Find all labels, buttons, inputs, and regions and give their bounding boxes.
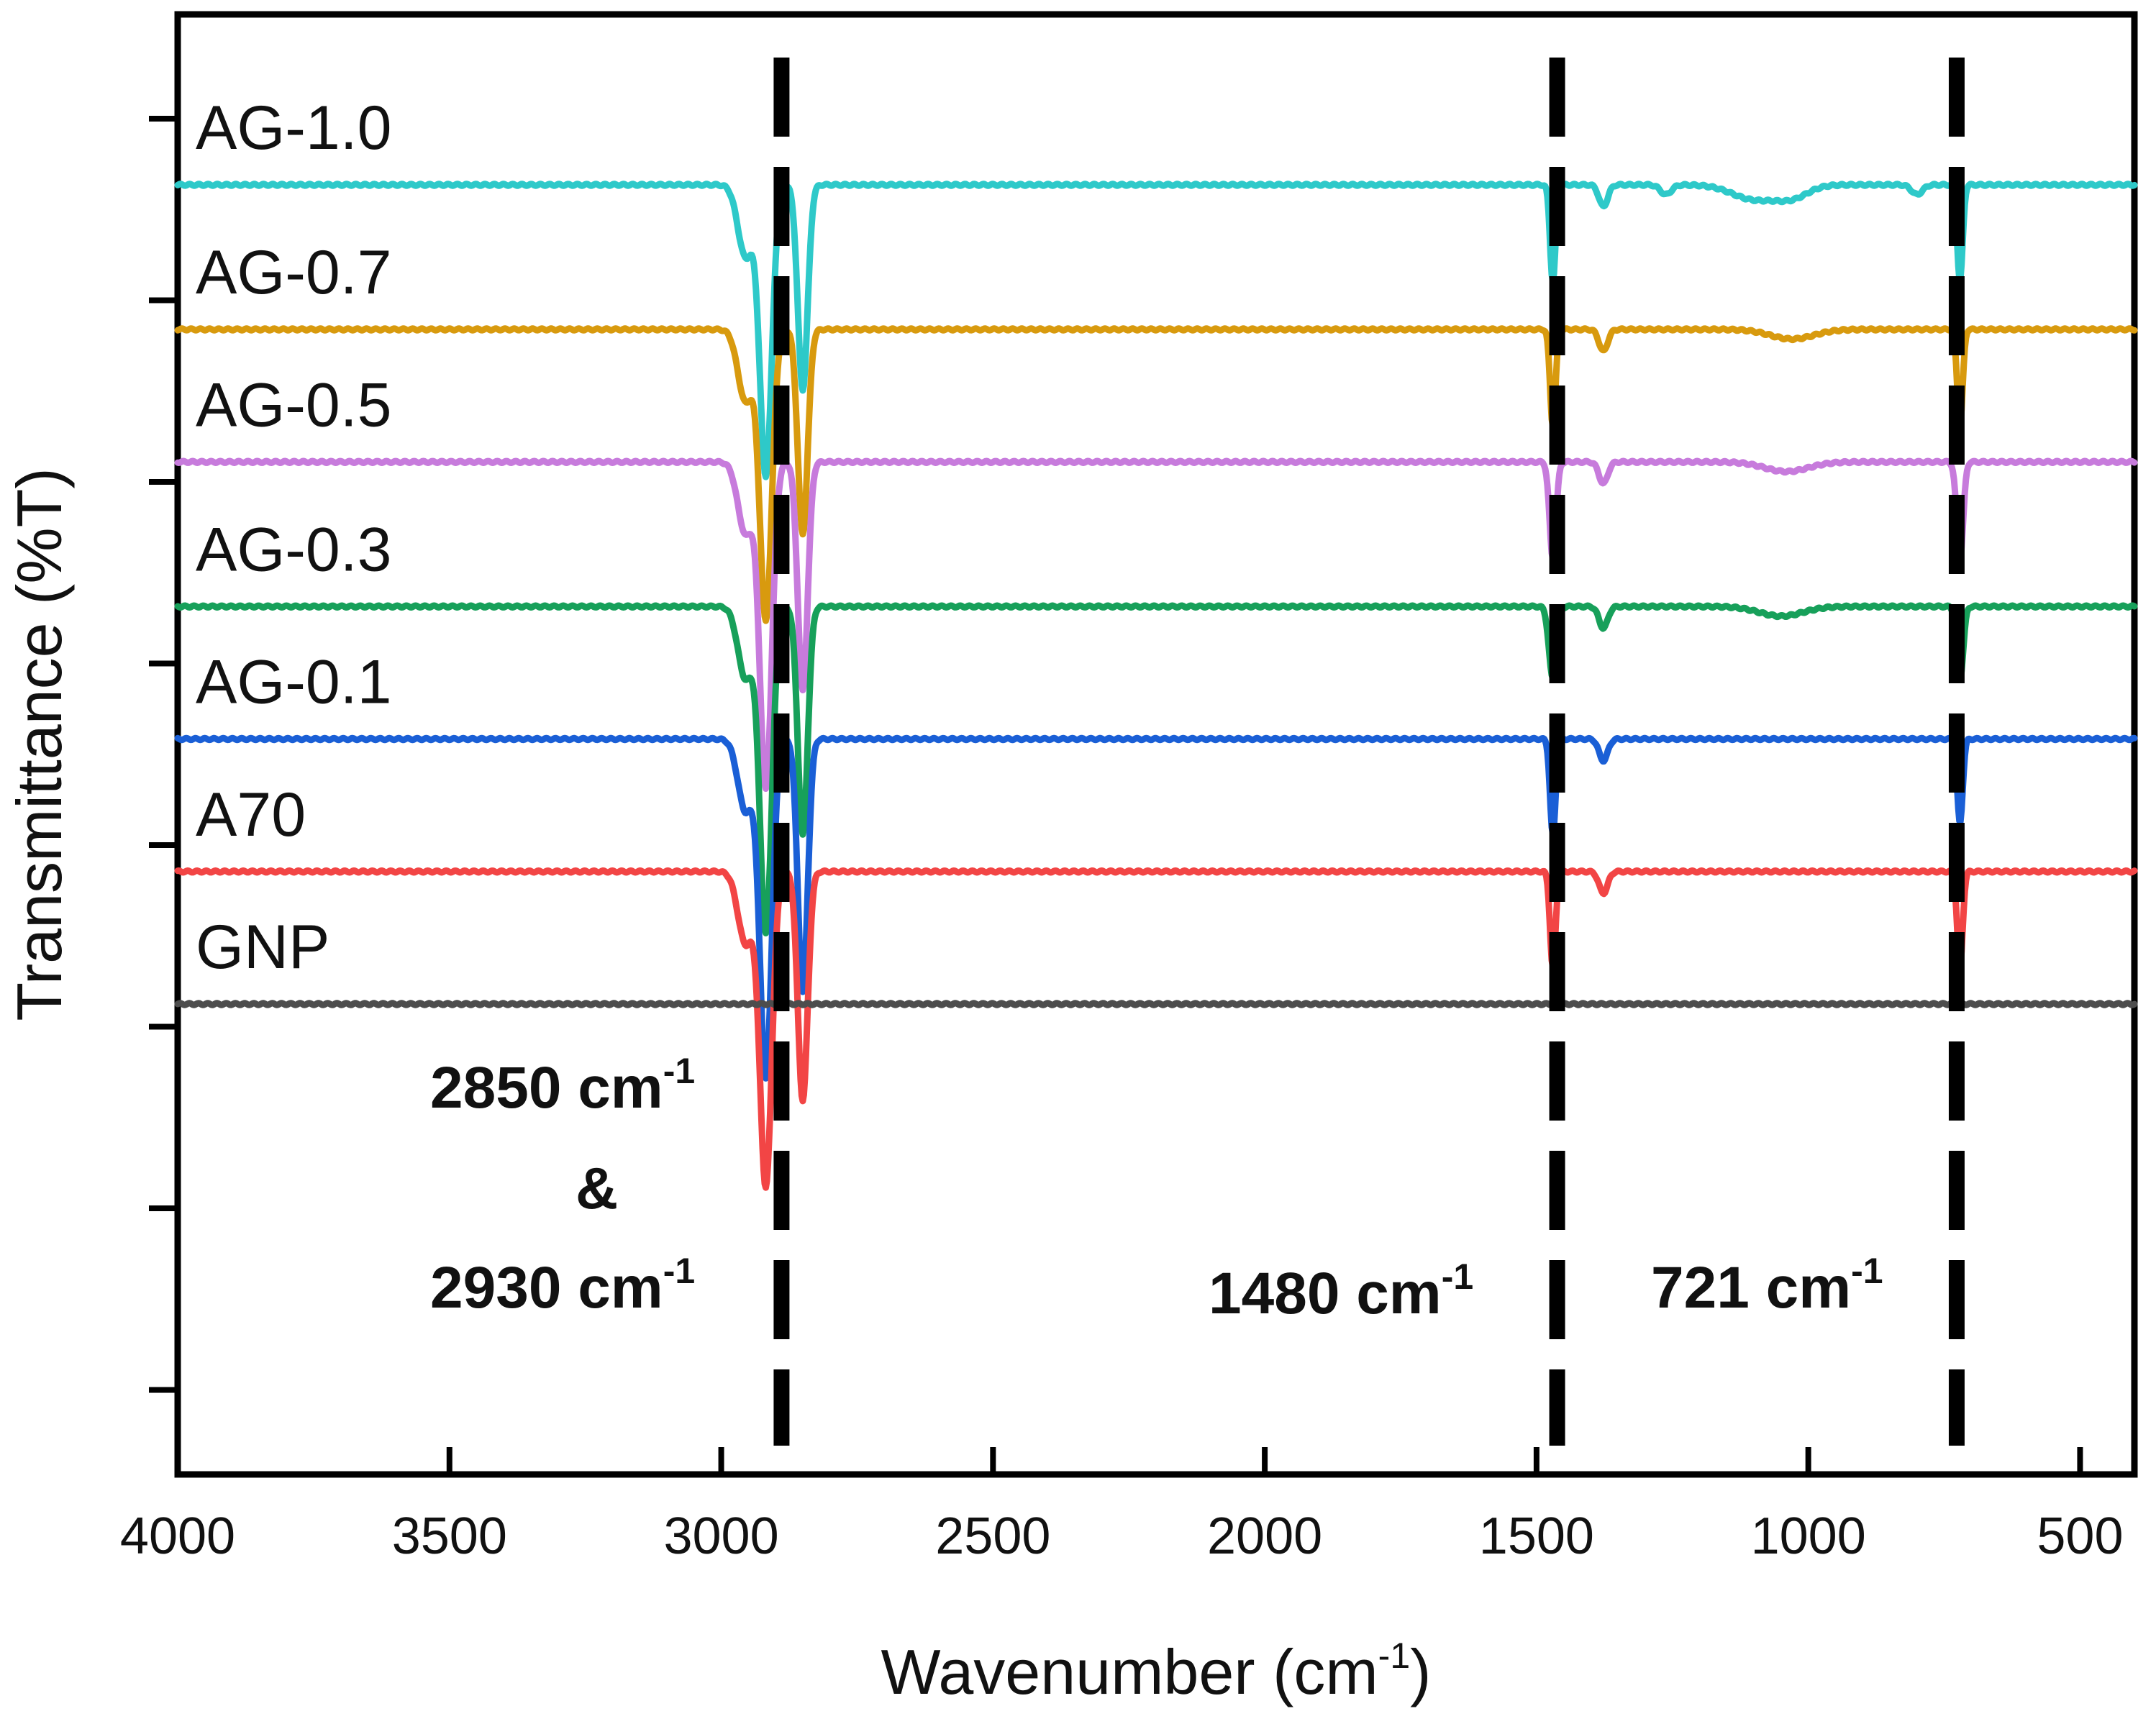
series-label: GNP xyxy=(196,913,329,982)
x-tick-label: 500 xyxy=(2037,1508,2123,1565)
series-line-ag-0-7 xyxy=(174,325,2138,624)
series-line-a70 xyxy=(174,867,2138,1191)
x-tick-label: 4000 xyxy=(120,1508,235,1565)
x-tick-label: 2500 xyxy=(935,1508,1050,1565)
reference-lines xyxy=(773,58,1965,1446)
series-line-ag-1-0 xyxy=(174,181,2138,480)
annotation-ampersand: & xyxy=(576,1156,618,1221)
y-axis-title: Transmittance (%T) xyxy=(4,468,75,1021)
annotation-2850: 2850 cm-1 xyxy=(430,1051,695,1121)
series-line-ag-0-3 xyxy=(174,602,2138,936)
x-tick-label: 1500 xyxy=(1479,1508,1594,1565)
series-line-ag-0-5 xyxy=(174,457,2138,792)
x-tick-label: 3000 xyxy=(663,1508,778,1565)
series-label: AG-1.0 xyxy=(196,94,391,163)
annotation-1480: 1480 cm-1 xyxy=(1209,1256,1473,1326)
plot-frame xyxy=(174,11,2138,1478)
series-label: AG-0.3 xyxy=(196,515,391,584)
series-labels: AG-1.0 AG-0.7 AG-0.5 AG-0.3 AG-0.1 A70 GNP xyxy=(196,94,391,982)
series-label: AG-0.1 xyxy=(196,648,391,717)
x-axis-ticks: 4000 3500 3000 2500 2000 1500 1000 500 xyxy=(120,1447,2124,1565)
x-tick-label: 3500 xyxy=(392,1508,507,1565)
series-line-gnp xyxy=(174,1000,2138,1008)
series-label: AG-0.7 xyxy=(196,238,391,307)
series-label: A70 xyxy=(196,780,306,849)
annotation-721: 721 cm-1 xyxy=(1651,1251,1883,1321)
annotation-2930: 2930 cm-1 xyxy=(430,1251,695,1321)
series-line-ag-0-1 xyxy=(174,734,2138,1082)
x-tick-label: 1000 xyxy=(1751,1508,1866,1565)
y-axis-ticks xyxy=(149,116,178,1393)
spectra-series xyxy=(174,181,2138,1191)
x-axis-title: Wavenumber (cm-1) xyxy=(881,1636,1432,1707)
series-label: AG-0.5 xyxy=(196,370,391,439)
x-tick-label: 2000 xyxy=(1207,1508,1322,1565)
